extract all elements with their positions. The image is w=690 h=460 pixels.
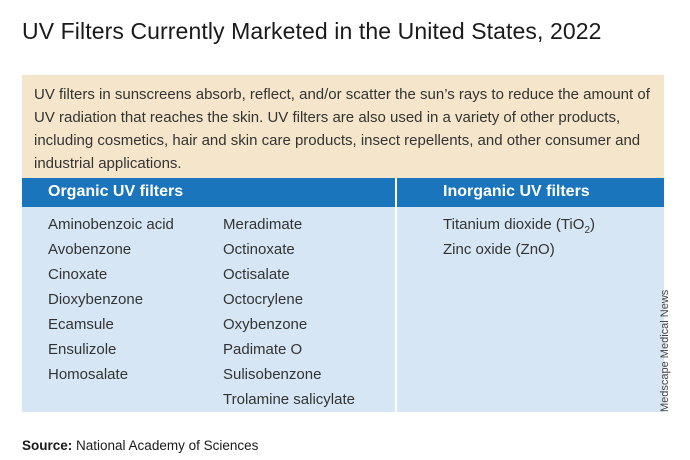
organic-filter-item: Homosalate	[48, 366, 129, 383]
organic-filter-item: Ensulizole	[48, 341, 117, 358]
organic-filter-item: Dioxybenzone	[48, 291, 144, 308]
organic-filter-item: Padimate O	[223, 341, 303, 358]
inorganic-filter-item: Zinc oxide (ZnO)	[443, 241, 555, 258]
organic-filter-item: Octocrylene	[223, 291, 304, 308]
source-text: National Academy of Sciences	[72, 438, 259, 453]
publisher-credit: Medscape Medical News	[659, 289, 671, 412]
table-body: Aminobenzoic acid Avobenzone Cinoxate Di…	[22, 207, 664, 412]
organic-filter-item: Aminobenzoic acid	[48, 216, 174, 233]
source-label: Source:	[22, 438, 73, 453]
titanium-dioxide-label: Titanium dioxide (TiO	[443, 216, 585, 233]
organic-filter-item: Oxybenzone	[223, 316, 308, 333]
organic-list-col1: Aminobenzoic acid Avobenzone Cinoxate Di…	[48, 212, 174, 387]
inorganic-list: Titanium dioxide (TiO2) Zinc oxide (ZnO)	[443, 212, 595, 262]
organic-filter-item: Avobenzone	[48, 241, 132, 258]
organic-list-col2: Meradimate Octinoxate Octisalate Octocry…	[223, 212, 355, 412]
column-divider	[395, 207, 397, 412]
organic-filter-item: Trolamine salicylate	[223, 391, 355, 408]
source-line: Source: National Academy of Sciences	[22, 438, 258, 453]
organic-filter-item: Octisalate	[223, 266, 290, 283]
organic-header: Organic UV filters	[48, 183, 184, 200]
titanium-subscript: 2	[584, 225, 590, 236]
table-header: Organic UV filters Inorganic UV filters	[22, 178, 664, 207]
intro-text: UV filters in sunscreens absorb, reflect…	[22, 75, 664, 178]
organic-filter-item: Ecamsule	[48, 316, 114, 333]
organic-filter-item: Sulisobenzone	[223, 366, 322, 383]
organic-filter-item: Cinoxate	[48, 266, 108, 283]
organic-filter-item: Meradimate	[223, 216, 303, 233]
titanium-close: )	[590, 216, 595, 233]
inorganic-header: Inorganic UV filters	[443, 183, 590, 200]
page-title: UV Filters Currently Marketed in the Uni…	[22, 18, 602, 44]
column-divider	[395, 178, 397, 207]
organic-filter-item: Octinoxate	[223, 241, 295, 258]
inorganic-filter-item: Titanium dioxide (TiO2)	[443, 212, 595, 237]
